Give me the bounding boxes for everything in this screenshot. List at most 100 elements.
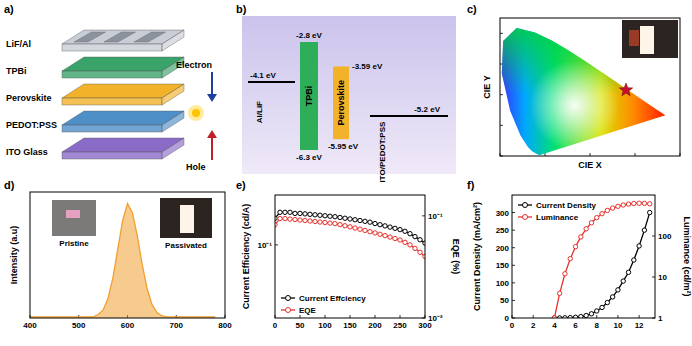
x-tick-label: 12 [635, 321, 644, 330]
point [378, 223, 382, 227]
point [288, 210, 292, 214]
point [403, 240, 407, 244]
line [554, 213, 649, 318]
point [338, 222, 342, 226]
point [413, 234, 417, 238]
x-tick-label: 200 [368, 321, 382, 330]
photo-inset [629, 30, 639, 46]
layer-front [62, 125, 162, 132]
point [363, 219, 367, 223]
x-tick-label: 700 [170, 321, 184, 330]
panel-label: c) [467, 3, 477, 15]
point [318, 213, 322, 217]
point [637, 244, 641, 248]
band-name: Perovskite [336, 80, 346, 126]
photo-inset [52, 200, 96, 236]
point [313, 219, 317, 223]
electron-label: Electron [176, 60, 212, 70]
layer-front [62, 98, 162, 105]
layer-side [162, 30, 184, 51]
x-tick-label: 600 [121, 321, 135, 330]
y2-tick-label: 100 [658, 232, 672, 241]
point [363, 228, 367, 232]
point [353, 218, 357, 222]
point [338, 215, 342, 219]
point [328, 214, 332, 218]
point [610, 206, 614, 210]
point [626, 202, 630, 206]
legend-label: EQE [299, 306, 317, 315]
point [348, 225, 352, 229]
point [589, 221, 593, 225]
electron-arrow [207, 94, 217, 102]
legend-label: Luminance [536, 213, 579, 222]
point [393, 226, 397, 230]
line [275, 212, 425, 243]
point [568, 256, 572, 260]
point [323, 214, 327, 218]
legend-marker [523, 215, 528, 220]
point [408, 231, 412, 235]
point [328, 221, 332, 225]
point [373, 231, 377, 235]
x-tick-label: 6 [573, 321, 578, 330]
point [378, 232, 382, 236]
electrode [134, 32, 166, 42]
legend-marker [286, 308, 291, 313]
electrode [74, 32, 106, 42]
point [621, 279, 625, 283]
x-tick-label: 250 [393, 321, 407, 330]
point [388, 225, 392, 229]
figure: a)b)c)d)e)f)ITO GlassPEDOT:PSSPerovskite… [0, 0, 692, 346]
y-axis-label: Intensity (a.u) [9, 226, 19, 285]
point [288, 217, 292, 221]
energy-level [370, 115, 448, 117]
point [648, 202, 652, 206]
plot-frame [512, 195, 655, 318]
point [358, 227, 362, 231]
point [418, 250, 422, 254]
panel-label: a) [4, 3, 14, 15]
y-tick-label: 250 [496, 226, 510, 235]
point [308, 219, 312, 223]
photo-inset [180, 205, 194, 233]
layer-label: LiF/Al [6, 39, 31, 49]
hole-label: Hole [186, 162, 206, 172]
point [632, 258, 636, 262]
point [298, 211, 302, 215]
point [600, 305, 604, 309]
layer-side [162, 111, 184, 132]
point [358, 218, 362, 222]
band-name: TPBi [304, 86, 314, 107]
plot-frame [500, 18, 680, 156]
point [388, 235, 392, 239]
y-tick-label: 50 [500, 296, 509, 305]
diagram-background [242, 16, 456, 174]
energy-label: -4.1 eV [250, 71, 276, 80]
point [579, 314, 583, 318]
plot-area [275, 210, 425, 259]
line [275, 219, 425, 257]
point [293, 217, 297, 221]
energy-label: -2.8 eV [296, 31, 322, 40]
point [579, 235, 583, 239]
point [323, 220, 327, 224]
layer-side [162, 138, 184, 159]
point [283, 216, 287, 220]
point [403, 229, 407, 233]
y-tick-label: 10⁻¹ [257, 241, 272, 250]
x-tick-label: 8 [595, 321, 600, 330]
point [600, 211, 604, 215]
point [398, 238, 402, 242]
point [298, 218, 302, 222]
electron-arrow [211, 72, 213, 96]
point [373, 221, 377, 225]
hole-arrow [207, 130, 217, 138]
point [383, 233, 387, 237]
photo-inset [160, 198, 212, 238]
photo-inset [66, 210, 80, 218]
point [621, 203, 625, 207]
electrode [104, 32, 136, 42]
panel-label: b) [236, 3, 247, 15]
y-axis-label: CIE Y [482, 75, 492, 98]
